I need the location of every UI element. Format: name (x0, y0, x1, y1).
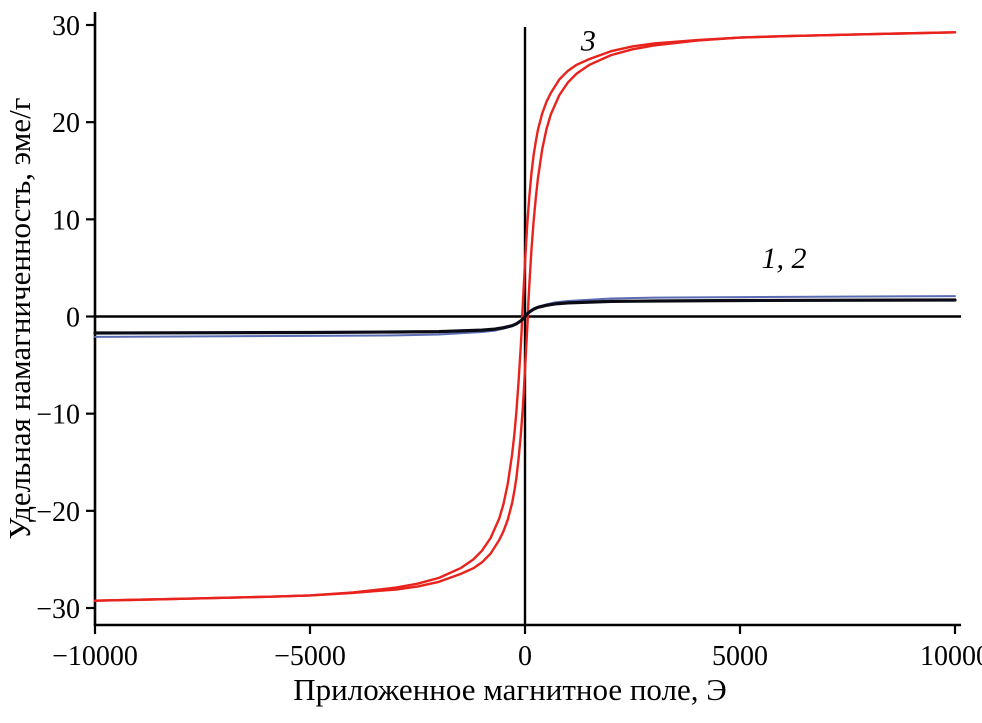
y-axis-title: Удельная намагниченность, эме/г (2, 98, 37, 540)
series-curve-3-descending-branch (93, 31, 957, 602)
x-tick-label: 0 (518, 641, 532, 672)
y-tick-label: −20 (36, 497, 80, 528)
curve-label-1-2: 1, 2 (762, 242, 807, 275)
y-tick-label: 30 (52, 11, 80, 42)
series-curve-1 (93, 298, 957, 335)
x-tick-label: 5000 (712, 641, 768, 672)
curve-label-3: 3 (580, 24, 596, 57)
y-tick-label: −30 (36, 594, 80, 625)
y-tick-label: 10 (52, 205, 80, 236)
y-tick-label: −10 (36, 400, 80, 431)
y-tick-label: 0 (66, 303, 80, 334)
y-tick-label: 20 (52, 108, 80, 139)
x-tick-label: −10000 (52, 641, 138, 672)
x-tick-label: 10000 (920, 641, 982, 672)
x-axis-title: Приложенное магнитное поле, Э (293, 672, 726, 707)
series-curve-3-ascending-branch (93, 31, 957, 602)
x-tick-label: −5000 (274, 641, 346, 672)
